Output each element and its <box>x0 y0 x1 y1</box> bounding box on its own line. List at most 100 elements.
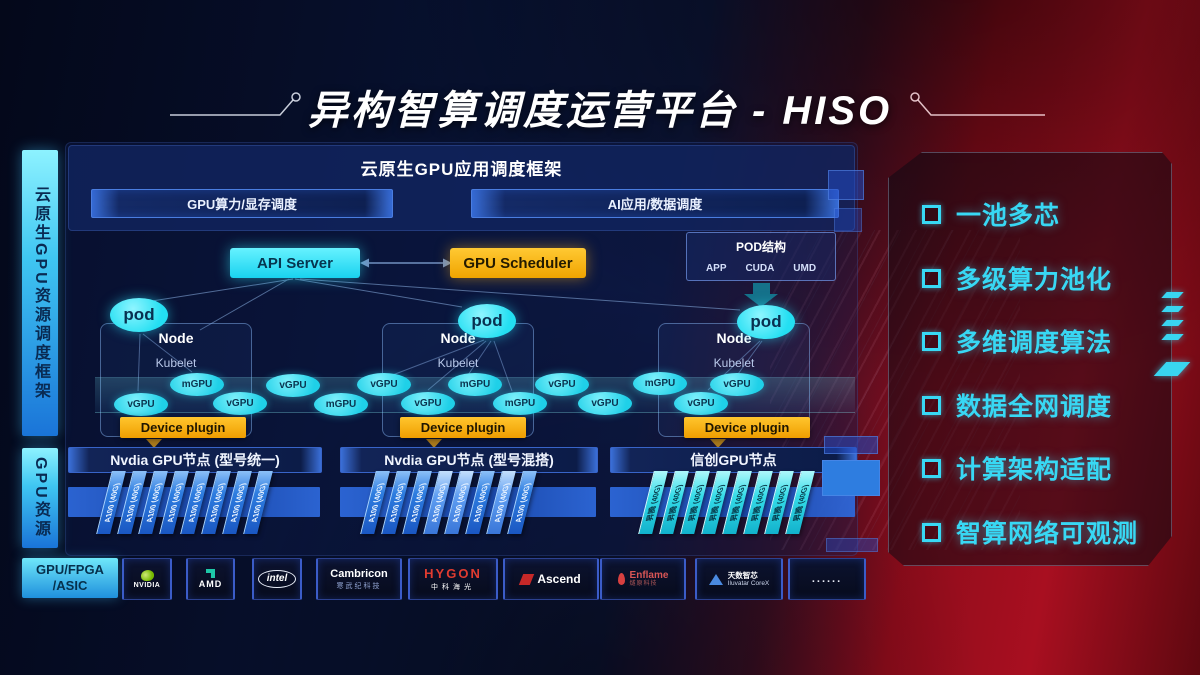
square-bullet-icon <box>922 331 941 351</box>
vendor-iluvatar: 天数智芯 Iluvatar CoreX <box>695 558 783 600</box>
gpu-instance: vGPU <box>401 392 455 415</box>
hardware-line2: /ASIC <box>52 578 88 593</box>
ascend-icon <box>519 573 535 585</box>
vendor-amd: AMD <box>186 558 235 600</box>
device-plugin-3: Device plugin <box>684 417 810 438</box>
sidebar-gpu-resources-bar: GPU资源 <box>22 448 58 548</box>
square-bullet-icon <box>922 458 941 478</box>
more-vendors-label: ...... <box>811 573 843 585</box>
app-scheduling-frame: 云原生GPU应用调度框架 GPU算力/显存调度 AI应用/数据调度 <box>68 145 855 231</box>
vendor-ascend: Ascend <box>503 558 599 600</box>
ai-scheduling-bar: AI应用/数据调度 <box>471 189 839 218</box>
deco-block <box>828 170 864 200</box>
gpu-instance: vGPU <box>674 392 728 415</box>
hazard-stripe-icon <box>1161 292 1184 298</box>
feature-item-5: 计算架构适配 <box>922 450 1112 486</box>
gpu-instance: mGPU <box>314 393 368 416</box>
pod-ellipse-2: pod <box>458 304 516 338</box>
amd-icon <box>206 569 215 578</box>
feature-label: 计算架构适配 <box>956 456 1113 484</box>
square-bullet-icon <box>922 204 941 224</box>
gpu-group-header-xinchuang: 信创GPU节点 <box>610 447 857 473</box>
hardware-line1: GPU/FPGA <box>36 561 104 577</box>
feature-item-3: 多维调度算法 <box>922 323 1112 359</box>
gpu-group-header-uniform: Nvdia GPU节点 (型号统一) <box>68 447 322 473</box>
kubelet-label: Kubelet <box>437 356 479 370</box>
node-label: Node <box>158 330 194 346</box>
vendor-nvidia: NVIDIA <box>122 558 172 600</box>
node-label: Node <box>716 330 752 346</box>
square-bullet-icon <box>922 395 941 415</box>
feature-label: 多级算力池化 <box>956 266 1113 294</box>
pod-ellipse-1: pod <box>110 298 168 332</box>
pod-structure-item-app: APP <box>705 263 727 274</box>
pod-structure-item-cuda: CUDA <box>745 263 775 274</box>
pod-structure-title: POD结构 <box>735 240 786 254</box>
gpu-instance: mGPU <box>633 372 687 395</box>
deco-block <box>834 208 862 232</box>
iluvatar-icon <box>708 573 723 585</box>
app-scheduling-title: 云原生GPU应用调度框架 <box>360 160 563 179</box>
vendor-more: ...... <box>788 558 866 600</box>
gpu-instance: mGPU <box>448 373 502 396</box>
pod-structure-items: APP CUDA UMD <box>687 263 835 274</box>
cambricon-label: Cambricon <box>330 567 388 580</box>
vendor-cambricon: Cambricon 寒武纪科技 <box>316 558 402 600</box>
enflame-icon <box>617 573 625 585</box>
cambricon-cn-label: 寒武纪科技 <box>336 582 382 590</box>
kubelet-label: Kubelet <box>713 356 755 370</box>
feature-label: 智算网络可观测 <box>956 520 1139 548</box>
enflame-label: Enflame <box>629 570 669 582</box>
ascend-label: Ascend <box>537 572 581 586</box>
gpu-instance: mGPU <box>170 373 224 396</box>
vendor-enflame: Enflame 燧原科技 <box>600 558 686 600</box>
feature-item-6: 智算网络可观测 <box>922 514 1138 550</box>
page-title: 异构智算调度运营平台 - HISO <box>307 89 893 133</box>
gpu-instance: vGPU <box>578 392 632 415</box>
amd-label: AMD <box>198 579 223 589</box>
gpu-group-header-mixed: Nvdia GPU节点 (型号混搭) <box>340 447 598 473</box>
deco-block <box>824 436 878 454</box>
feature-label: 数据全网调度 <box>956 393 1113 421</box>
gpu-scheduler-box: GPU Scheduler <box>450 248 586 278</box>
hazard-stripe-icon <box>1161 320 1184 326</box>
enflame-text: Enflame 燧原科技 <box>630 570 669 588</box>
nvidia-label: NVIDIA <box>133 581 161 589</box>
kubelet-label: Kubelet <box>155 356 197 370</box>
device-plugin-1: Device plugin <box>120 417 246 438</box>
gpu-instance: vGPU <box>710 373 764 396</box>
feature-label: 多维调度算法 <box>956 329 1113 357</box>
nvidia-icon <box>140 569 154 581</box>
deco-block <box>822 460 880 496</box>
gpu-card-row-2: A100 (40G) A100 (40G) A100 (40G) A100 (4… <box>360 471 537 534</box>
device-plugin-2: Device plugin <box>400 417 526 438</box>
gpu-instance: vGPU <box>213 392 267 415</box>
deco-block <box>826 538 878 552</box>
iluvatar-cn-label: 天数智芯 <box>727 570 758 580</box>
gpu-instance: vGPU <box>535 373 589 396</box>
gpu-instance: vGPU <box>357 373 411 396</box>
gpu-instance: vGPU <box>114 393 168 416</box>
vendor-hygon: HYGON 中科海光 <box>408 558 498 600</box>
hygon-label: HYGON <box>424 566 482 581</box>
gpu-card-row-1: A100 (40G) A100 (40G) A100 (40G) A100 (4… <box>96 471 273 534</box>
intel-logo: intel <box>257 570 297 588</box>
feature-item-4: 数据全网调度 <box>922 387 1112 423</box>
gpu-instance: mGPU <box>493 392 547 415</box>
feature-item-2: 多级算力池化 <box>922 260 1112 296</box>
iluvatar-en-label: Iluvatar CoreX <box>727 579 770 587</box>
api-server-box: API Server <box>230 248 360 278</box>
hazard-stripe-icon <box>1161 306 1184 312</box>
gpu-instance: vGPU <box>266 374 320 397</box>
hardware-types-label: GPU/FPGA /ASIC <box>22 558 118 598</box>
enflame-cn-label: 燧原科技 <box>629 581 658 588</box>
iluvatar-text: 天数智芯 Iluvatar CoreX <box>728 571 770 588</box>
pod-structure-item-umd: UMD <box>793 263 817 274</box>
feature-label: 一池多芯 <box>956 202 1061 230</box>
square-bullet-icon <box>922 268 941 288</box>
gpu-card-row-3: 昇腾 (40G) 昇腾 (40G) 昇腾 (40G) 昇腾 (40G) 昇腾 (… <box>638 471 815 534</box>
compute-scheduling-bar: GPU算力/显存调度 <box>91 189 393 218</box>
sidebar-scheduling-framework-bar: 云原生GPU资源调度框架 <box>22 150 58 436</box>
pod-ellipse-3: pod <box>737 305 795 339</box>
